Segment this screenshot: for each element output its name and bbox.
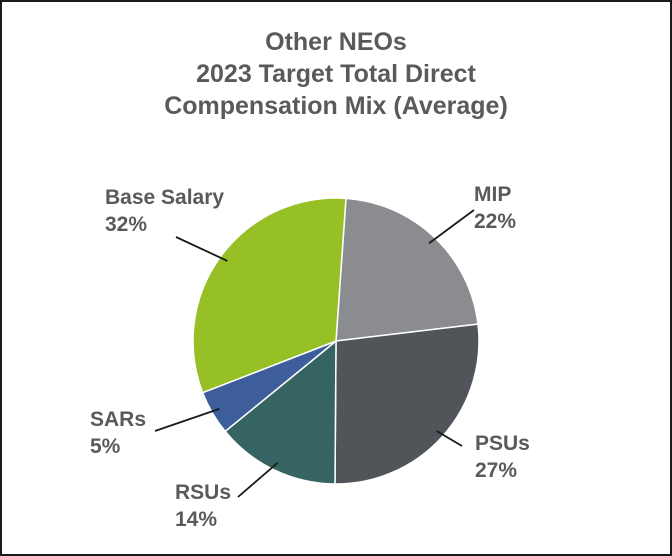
title-line-2: 2023 Target Total Direct — [196, 60, 476, 88]
label-rsus-pct: 14% — [175, 508, 218, 531]
title-line-1: Other NEOs — [265, 28, 407, 56]
label-mip-pct: 22% — [474, 210, 517, 233]
leader-line-rsus — [237, 462, 279, 498]
leader-line-mip — [428, 209, 475, 244]
chart-title: Other NEOs 2023 Target Total Direct Comp… — [0, 26, 672, 122]
pie-slice-mip — [335, 197, 479, 342]
label-mip: MIP 22% — [474, 181, 516, 235]
label-sars: SARs 5% — [90, 406, 146, 460]
label-sars-pct: 5% — [90, 435, 121, 458]
title-line-3: Compensation Mix (Average) — [164, 92, 508, 120]
leader-line-base-salary — [175, 236, 228, 262]
label-base-salary-pct: 32% — [105, 213, 148, 236]
pie-slice-psus — [334, 323, 480, 485]
label-mip-name: MIP — [474, 183, 512, 206]
label-sars-name: SARs — [90, 408, 147, 431]
label-base-salary: Base Salary 32% — [105, 184, 224, 238]
label-rsus-name: RSUs — [175, 481, 232, 504]
label-psus: PSUs 27% — [475, 430, 530, 484]
label-rsus: RSUs 14% — [175, 479, 231, 533]
pie-slice-rsus — [224, 339, 337, 485]
leader-line-sars — [154, 408, 220, 432]
label-psus-pct: 27% — [475, 459, 518, 482]
leader-line-psus — [436, 430, 463, 447]
label-psus-name: PSUs — [475, 432, 530, 455]
label-base-salary-name: Base Salary — [105, 186, 225, 209]
pie-slice-base-salary — [192, 197, 347, 394]
